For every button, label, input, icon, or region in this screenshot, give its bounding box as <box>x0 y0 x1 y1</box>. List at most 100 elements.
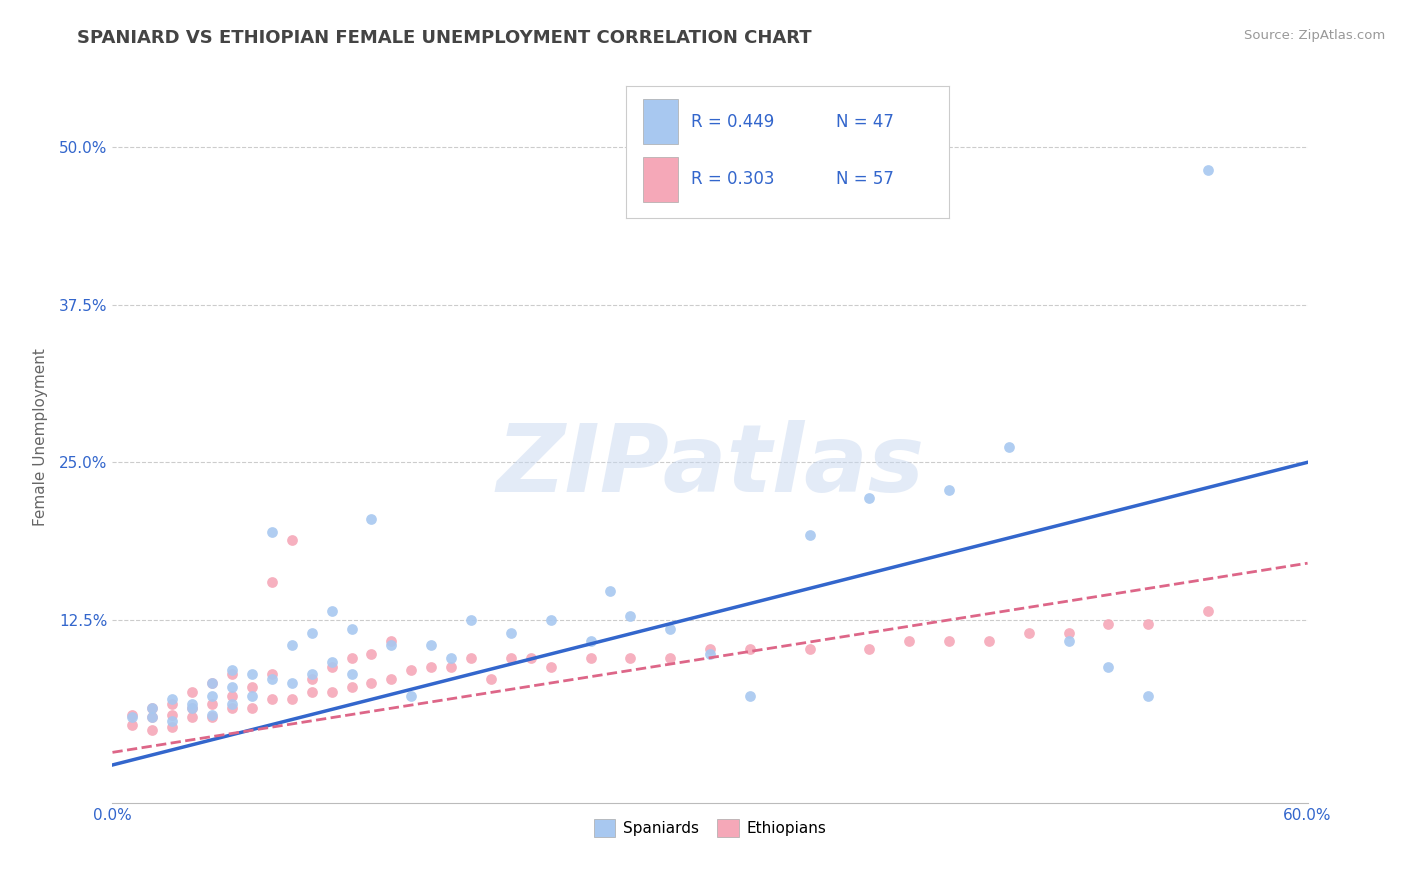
Point <box>240 689 263 703</box>
Point <box>260 672 283 686</box>
Point <box>162 714 183 728</box>
Point <box>360 512 382 526</box>
Point <box>340 650 363 665</box>
Point <box>360 647 382 661</box>
FancyBboxPatch shape <box>643 157 678 202</box>
Point <box>380 638 402 652</box>
Point <box>181 701 204 715</box>
Point <box>1057 625 1080 640</box>
Point <box>1097 659 1119 673</box>
Point <box>799 528 821 542</box>
Point <box>499 625 522 640</box>
Point <box>420 638 443 652</box>
Point <box>460 650 482 665</box>
Point <box>360 676 382 690</box>
Point <box>479 672 502 686</box>
Point <box>141 710 163 724</box>
Point <box>380 672 402 686</box>
Point <box>1018 625 1040 640</box>
Point <box>201 689 224 703</box>
Point <box>221 664 243 678</box>
Point <box>260 575 283 590</box>
Point <box>579 634 602 648</box>
Point <box>240 701 263 715</box>
Point <box>340 667 363 681</box>
Point <box>619 609 641 624</box>
Point <box>141 710 163 724</box>
Point <box>221 701 243 715</box>
Text: SPANIARD VS ETHIOPIAN FEMALE UNEMPLOYMENT CORRELATION CHART: SPANIARD VS ETHIOPIAN FEMALE UNEMPLOYMEN… <box>77 29 811 46</box>
Point <box>141 701 163 715</box>
Point <box>281 676 304 690</box>
Point <box>401 664 423 678</box>
Point <box>260 692 283 706</box>
Point <box>799 642 821 657</box>
Point <box>240 667 263 681</box>
Point <box>540 659 562 673</box>
Point <box>321 685 343 699</box>
Point <box>579 650 602 665</box>
Point <box>659 650 682 665</box>
Point <box>141 723 163 737</box>
FancyBboxPatch shape <box>643 99 678 144</box>
Point <box>858 642 880 657</box>
Point <box>201 676 224 690</box>
Point <box>420 659 443 673</box>
Point <box>121 707 143 722</box>
Point <box>201 698 224 712</box>
Point <box>321 604 343 618</box>
Point <box>699 642 721 657</box>
Point <box>301 625 323 640</box>
Point <box>738 689 761 703</box>
Point <box>401 689 423 703</box>
Text: R = 0.303: R = 0.303 <box>690 170 775 188</box>
Point <box>1097 616 1119 631</box>
Point <box>977 634 1000 648</box>
Point <box>499 650 522 665</box>
Point <box>1197 604 1219 618</box>
Point <box>938 634 960 648</box>
Y-axis label: Female Unemployment: Female Unemployment <box>32 348 48 526</box>
Point <box>659 622 682 636</box>
Point <box>340 622 363 636</box>
Point <box>599 583 621 598</box>
Point <box>221 680 243 694</box>
Point <box>221 698 243 712</box>
Point <box>181 698 204 712</box>
Text: ZIPatlas: ZIPatlas <box>496 420 924 512</box>
Point <box>221 667 243 681</box>
Point <box>162 720 183 734</box>
Point <box>858 491 880 505</box>
Point <box>520 650 543 665</box>
Legend: Spaniards, Ethiopians: Spaniards, Ethiopians <box>588 813 832 843</box>
Point <box>121 717 143 731</box>
Point <box>301 685 323 699</box>
Point <box>301 667 323 681</box>
Point <box>281 533 304 548</box>
Point <box>201 707 224 722</box>
Point <box>321 655 343 669</box>
Text: R = 0.449: R = 0.449 <box>690 112 775 130</box>
Point <box>460 613 482 627</box>
Point <box>240 680 263 694</box>
Point <box>162 698 183 712</box>
Point <box>181 701 204 715</box>
Point <box>301 672 323 686</box>
Point <box>619 650 641 665</box>
Point <box>181 710 204 724</box>
Point <box>162 692 183 706</box>
Point <box>540 613 562 627</box>
Text: N = 57: N = 57 <box>837 170 894 188</box>
Point <box>201 710 224 724</box>
Point <box>260 524 283 539</box>
Point <box>998 440 1021 454</box>
Point <box>221 689 243 703</box>
Point <box>321 659 343 673</box>
Point <box>121 710 143 724</box>
Point <box>898 634 921 648</box>
Point <box>201 676 224 690</box>
Point <box>738 642 761 657</box>
Point <box>1057 634 1080 648</box>
Point <box>440 650 463 665</box>
Point <box>380 634 402 648</box>
